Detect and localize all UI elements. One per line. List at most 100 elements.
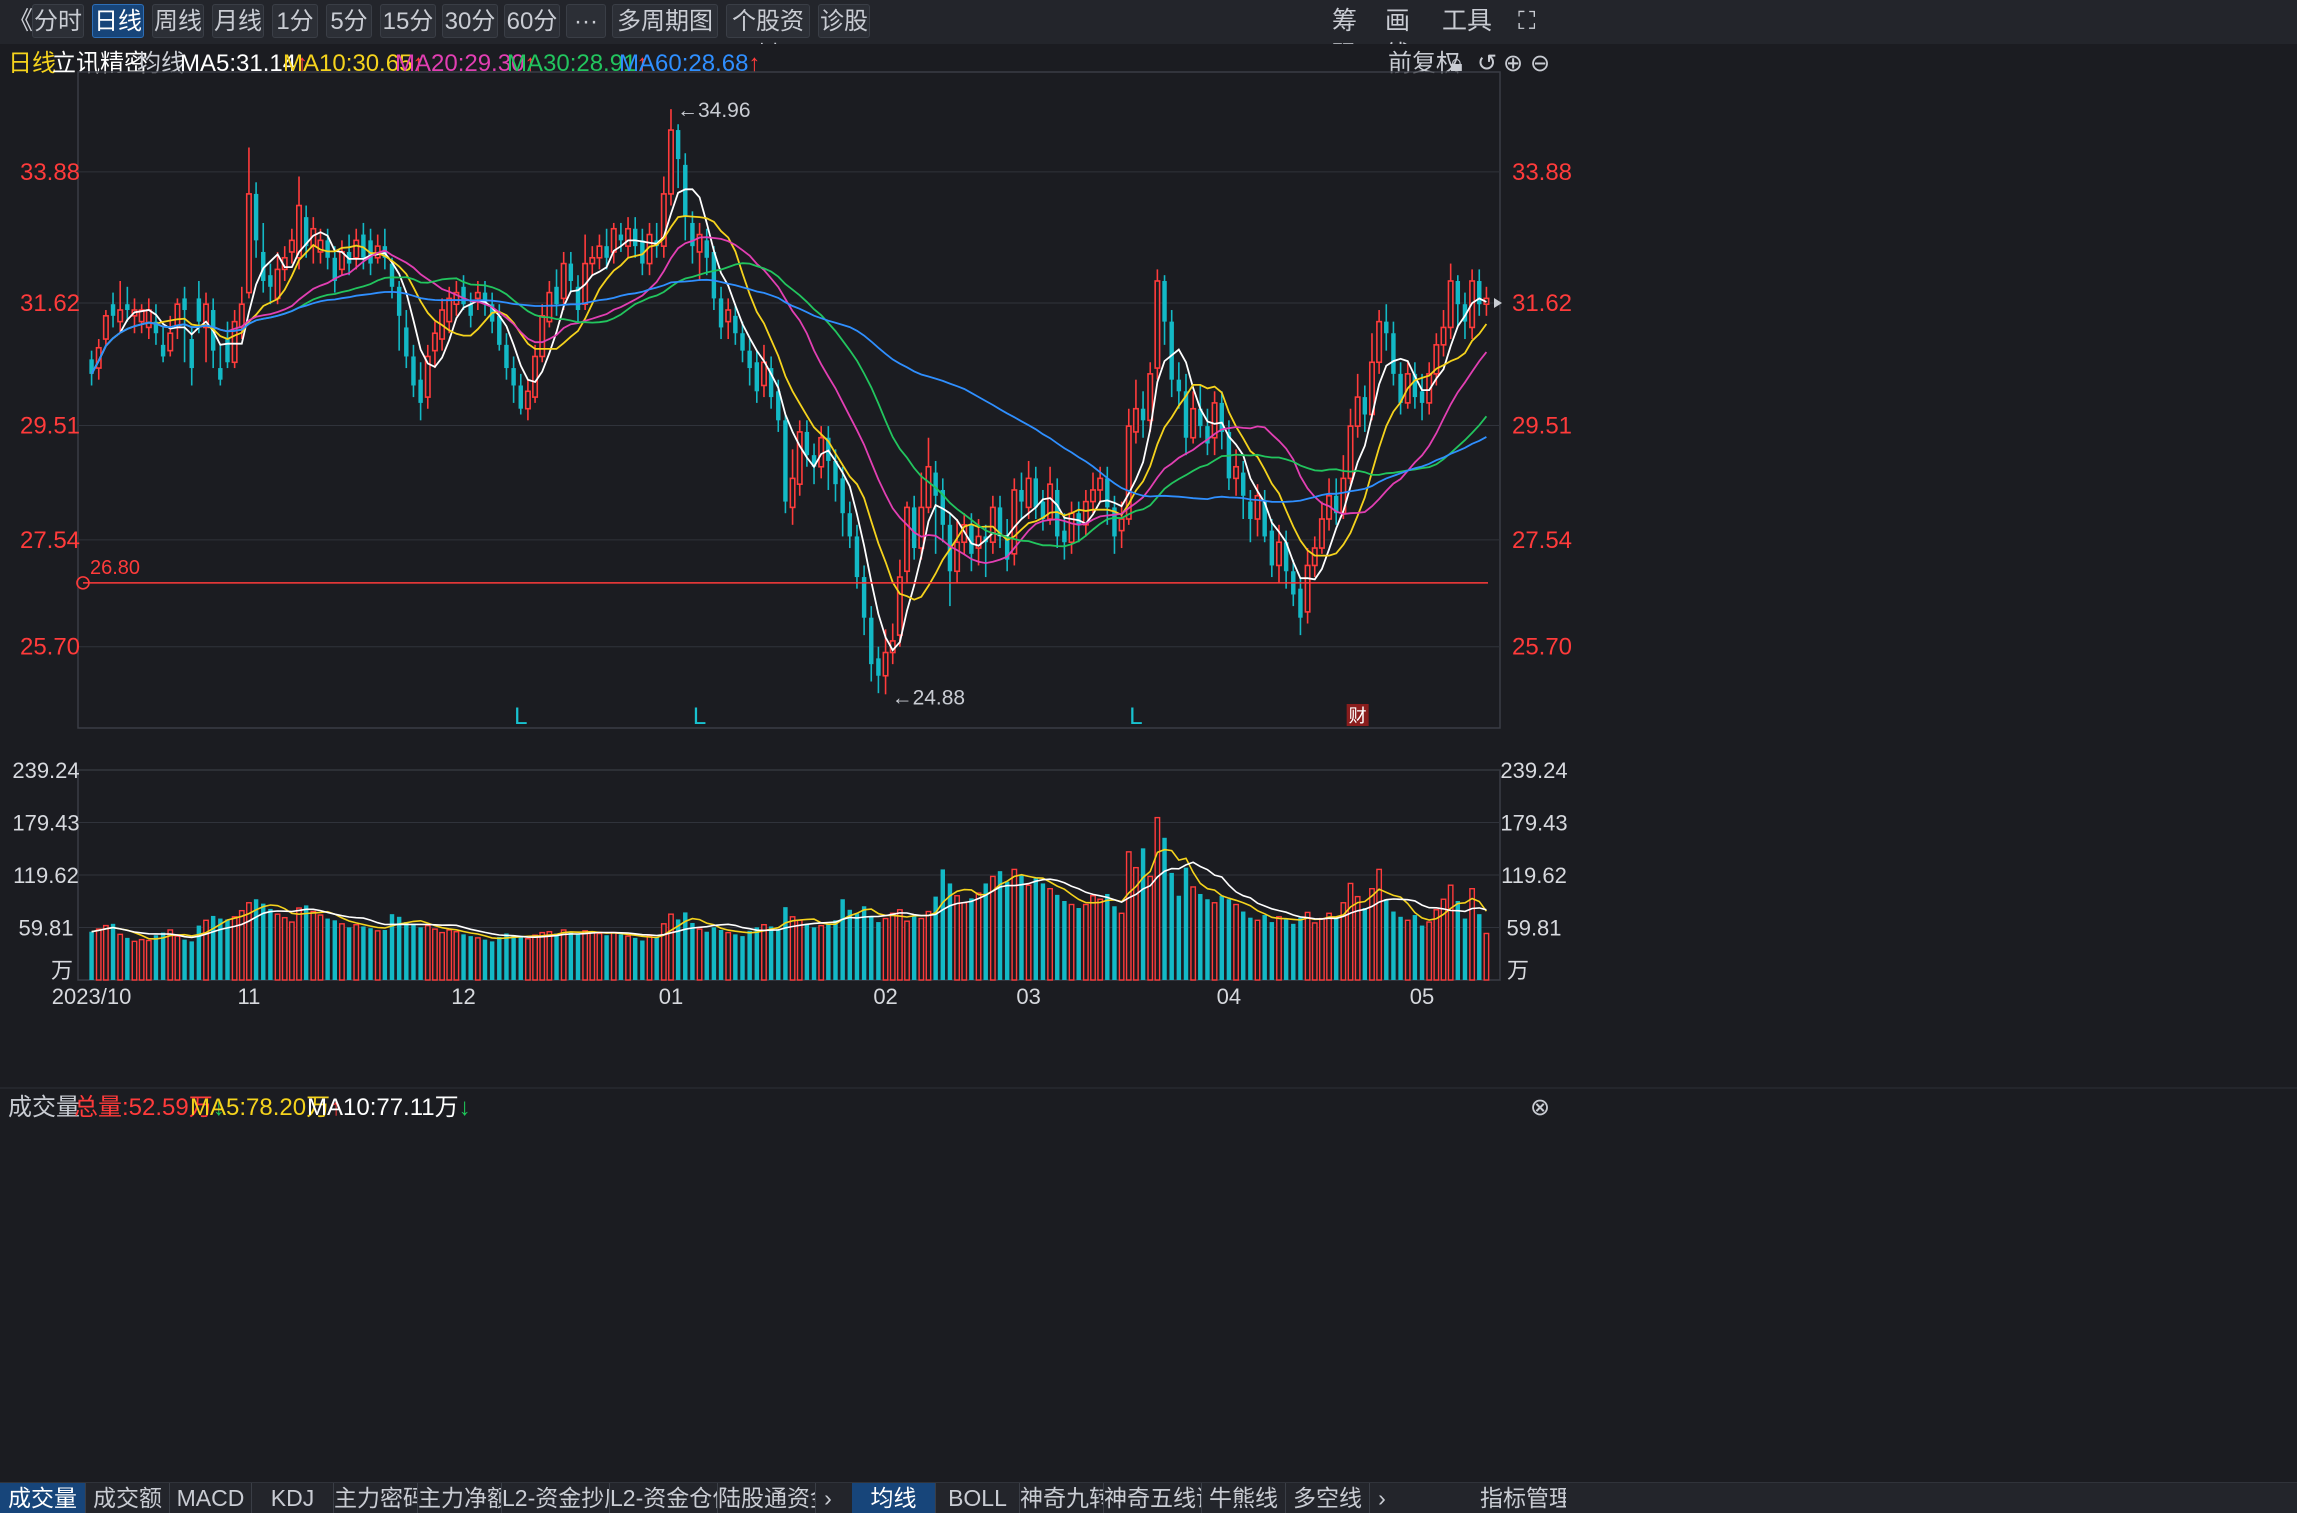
more-periods-button[interactable]: ··· bbox=[566, 4, 606, 38]
volume-bar-up bbox=[1047, 888, 1054, 981]
volume-bar-up bbox=[138, 938, 145, 981]
back-button[interactable]: 《 bbox=[8, 7, 34, 35]
tab-northbound[interactable]: 陆股通资金 bbox=[718, 1483, 816, 1513]
lock-icon[interactable]: 🔒︎ bbox=[1450, 50, 1463, 77]
volume-bar-down bbox=[1398, 916, 1403, 980]
candle-body-up bbox=[145, 309, 152, 329]
down-arrow-icon: ↓ bbox=[458, 1094, 471, 1121]
candle-body-up bbox=[1233, 465, 1240, 480]
tab-volume[interactable]: 成交量 bbox=[0, 1483, 86, 1513]
chevron-right-icon[interactable]: › bbox=[1378, 1485, 1386, 1511]
chips-button[interactable]: 筹码 bbox=[1332, 7, 1358, 69]
candle-body-up bbox=[1254, 494, 1261, 520]
volume-bar-down bbox=[1198, 893, 1203, 980]
candle-body-down bbox=[89, 359, 94, 374]
candle-body-down bbox=[468, 304, 473, 316]
volume-bar-down bbox=[1283, 919, 1289, 980]
volume-bar-up bbox=[174, 935, 181, 981]
volume-bar-down bbox=[182, 939, 187, 980]
candle-body-down bbox=[933, 472, 938, 496]
fullscreen-icon[interactable]: ⛶ bbox=[1518, 7, 1536, 35]
candle-body-down bbox=[604, 246, 609, 258]
volume-bar-up bbox=[474, 937, 481, 981]
period-tab-5min[interactable]: 5分 bbox=[326, 4, 372, 38]
candle-body-up bbox=[660, 193, 667, 247]
volume-bar-down bbox=[704, 931, 709, 980]
tab-magic-five[interactable]: 神奇五线谱 bbox=[1104, 1483, 1202, 1513]
diagnose-button[interactable]: 诊股 bbox=[818, 4, 870, 38]
indicator-manage-button[interactable]: 指标管理 bbox=[1480, 1485, 1566, 1511]
l-marker: L bbox=[514, 703, 527, 730]
tab-bull-bear[interactable]: 牛熊线 bbox=[1202, 1483, 1286, 1513]
stock-info-button[interactable]: 个股资料 bbox=[726, 4, 810, 69]
volume-bar-up bbox=[432, 928, 438, 981]
volume-tick-label-right: 59.81 bbox=[1506, 916, 1561, 941]
period-tab-weekly[interactable]: 周线 bbox=[152, 4, 204, 38]
volume-bar-down bbox=[1076, 908, 1081, 980]
draw-line-button[interactable]: 画线 bbox=[1385, 7, 1411, 69]
candle-body-down bbox=[783, 420, 788, 502]
candle-body-down bbox=[1269, 530, 1275, 566]
candle-body-down bbox=[1176, 379, 1182, 392]
tab-l2-bottom[interactable]: L2-资金抄底 bbox=[502, 1483, 610, 1513]
volume-bar-down bbox=[1333, 916, 1339, 980]
up-arrow-icon: ↑ bbox=[748, 50, 761, 77]
multi-period-dropdown[interactable]: 多周期图 ⌄ bbox=[612, 4, 718, 69]
volume-bar-down bbox=[461, 934, 466, 980]
candle-body-up bbox=[1082, 500, 1089, 526]
candle-body-down bbox=[776, 391, 781, 421]
volume-bar-down bbox=[482, 939, 488, 980]
volume-bar-down bbox=[411, 923, 416, 980]
period-tab-monthly[interactable]: 月线 bbox=[212, 4, 264, 38]
volume-bar-down bbox=[1183, 867, 1189, 980]
candle-body-up bbox=[524, 390, 531, 410]
volume-bar-down bbox=[110, 923, 116, 980]
period-tab-daily[interactable]: 日线 bbox=[92, 4, 144, 38]
tab-long-short[interactable]: 多空线 bbox=[1286, 1483, 1370, 1513]
volume-unit-left: 万 bbox=[51, 958, 73, 983]
candle-body-down bbox=[461, 286, 466, 305]
candle-body-down bbox=[1241, 472, 1246, 496]
tools-dropdown[interactable]: 工具▾ bbox=[1442, 4, 1498, 69]
volume-bar-down bbox=[861, 906, 867, 980]
up-arrow-icon: ↑ bbox=[330, 1094, 343, 1121]
period-tab-30min[interactable]: 30分 bbox=[442, 4, 498, 38]
volume-bar-up bbox=[1025, 884, 1032, 981]
close-panel-icon[interactable]: ⊗ bbox=[1530, 1094, 1551, 1121]
volume-bar-down bbox=[1262, 915, 1267, 980]
tab-main-net[interactable]: 主力净额 bbox=[418, 1483, 502, 1513]
chevron-right-icon[interactable]: › bbox=[824, 1485, 832, 1511]
tab-amount[interactable]: 成交额 bbox=[86, 1483, 170, 1513]
volume-bar-up bbox=[1190, 886, 1197, 981]
period-tab-1min[interactable]: 1分 bbox=[272, 4, 318, 38]
undo-icon[interactable]: ↺ bbox=[1477, 50, 1498, 77]
price-tick-label-left: 33.88 bbox=[20, 159, 80, 186]
period-tab-60min[interactable]: 60分 bbox=[504, 4, 560, 38]
candle-body-up bbox=[1433, 344, 1440, 375]
volume-bar-up bbox=[1369, 888, 1375, 981]
tab-ma[interactable]: 均线 bbox=[852, 1483, 936, 1513]
tab-magic-nine[interactable]: 神奇九转 bbox=[1020, 1483, 1104, 1513]
volume-bar-up bbox=[660, 923, 667, 981]
volume-unit-right: 万 bbox=[1507, 958, 1529, 983]
volume-bar-up bbox=[625, 935, 631, 981]
tab-macd[interactable]: MACD bbox=[170, 1483, 252, 1513]
candle-body-up bbox=[961, 524, 968, 544]
candle-body-up bbox=[560, 262, 567, 300]
candle-body-up bbox=[1440, 326, 1447, 346]
period-tab-fenshi[interactable]: 分时 bbox=[32, 4, 84, 38]
candle-body-up bbox=[295, 204, 303, 259]
volume-bar-down bbox=[1176, 895, 1182, 980]
candle-body-up bbox=[231, 320, 238, 364]
period-tab-15min[interactable]: 15分 bbox=[380, 4, 436, 38]
tab-main-code[interactable]: 主力密码 bbox=[334, 1483, 418, 1513]
zoom-in-icon[interactable]: ⊕ bbox=[1503, 50, 1524, 77]
tab-l2-position[interactable]: L2-资金仓位 bbox=[610, 1483, 718, 1513]
tab-boll[interactable]: BOLL bbox=[936, 1483, 1020, 1513]
tab-kdj[interactable]: KDJ bbox=[252, 1483, 334, 1513]
zoom-out-icon[interactable]: ⊖ bbox=[1530, 50, 1551, 77]
candle-body-down bbox=[218, 368, 223, 380]
volume-bar-up bbox=[904, 920, 910, 981]
kline-chart[interactable]: 33.88 33.88 31.62 31.62 29.51 29.51 27.54 27.54… bbox=[0, 44, 2297, 1482]
down-arrow-icon: ↓ bbox=[212, 1094, 225, 1121]
